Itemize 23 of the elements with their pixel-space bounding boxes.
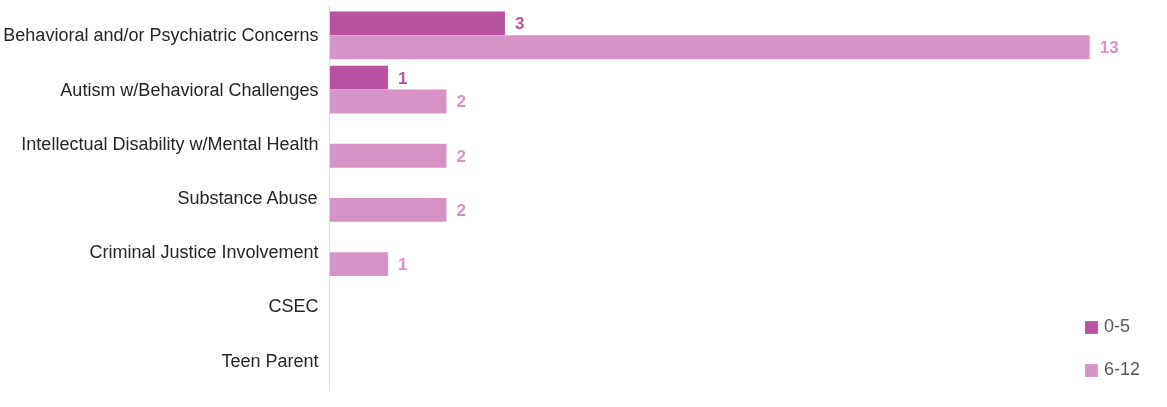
data-label: 2 — [456, 146, 466, 166]
y-tick-label: Criminal Justice Involvement — [89, 242, 319, 263]
data-label: 3 — [514, 14, 525, 34]
data-label: 1 — [397, 255, 408, 275]
bar — [329, 198, 447, 222]
y-tick-label: Teen Parent — [221, 350, 319, 371]
data-label: 1 — [397, 68, 408, 88]
data-label: 13 — [1099, 38, 1119, 58]
bar — [329, 65, 388, 90]
y-tick-label: Autism w/Behavioral Challenges — [60, 79, 319, 100]
bar — [329, 143, 447, 168]
y-tick-label: Substance Abuse — [177, 188, 318, 208]
bar — [329, 11, 505, 36]
y-tick-label: CSEC — [268, 296, 319, 317]
y-tick-label: Behavioral and/or Psychiatric Concerns — [3, 25, 319, 46]
y-tick-label: Intellectual Disability w/Mental Health — [21, 133, 319, 154]
bar — [329, 252, 388, 277]
legend-label: 6-12 — [1103, 359, 1140, 380]
data-label: 2 — [456, 92, 466, 112]
bar — [329, 35, 1090, 60]
legend-label: 0-5 — [1103, 316, 1130, 337]
bar — [329, 89, 447, 114]
data-label: 2 — [456, 200, 466, 220]
